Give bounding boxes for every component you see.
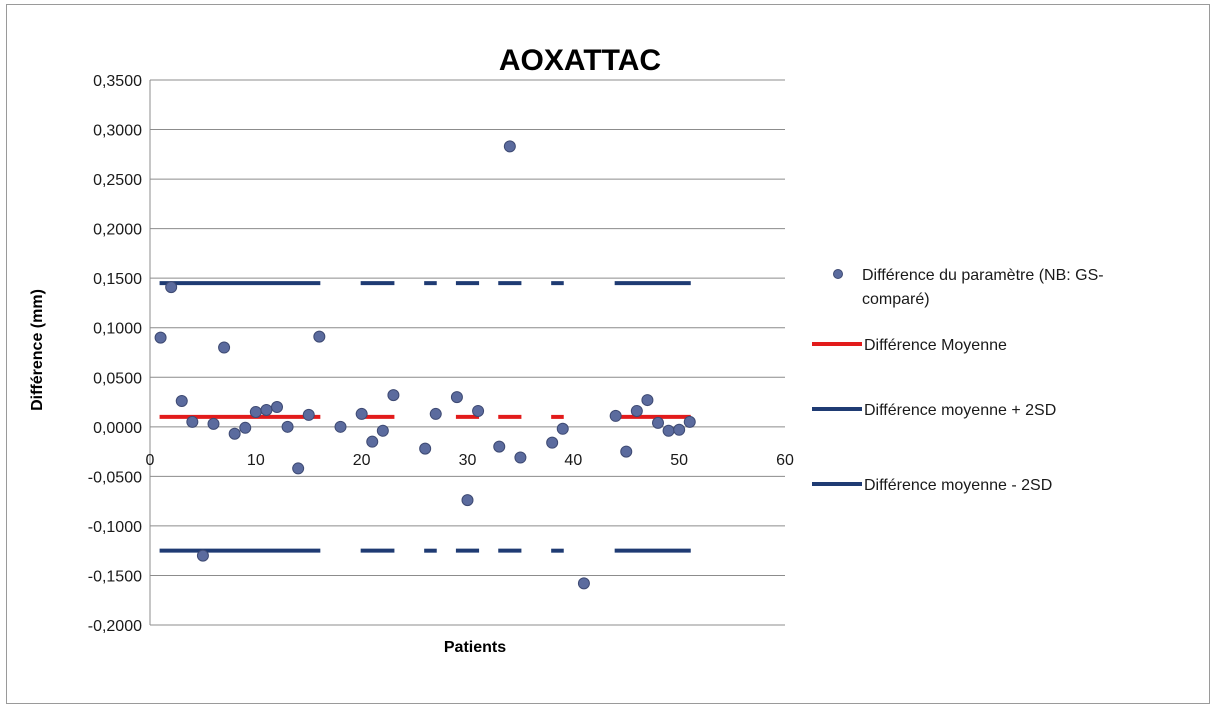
data-point xyxy=(175,395,188,408)
data-point xyxy=(355,407,368,420)
y-tick-label: 0,2500 xyxy=(93,172,142,189)
legend: Différence du paramètre (NB: GS-comparé)… xyxy=(812,267,1104,494)
data-point xyxy=(228,427,241,440)
data-point xyxy=(620,445,633,458)
y-tick-label: 0,0000 xyxy=(93,420,142,437)
data-point xyxy=(281,420,294,433)
data-point xyxy=(334,420,347,433)
data-point xyxy=(514,451,527,464)
data-point xyxy=(239,421,252,434)
data-point xyxy=(577,577,590,590)
data-point xyxy=(249,405,262,418)
data-point xyxy=(546,436,559,449)
y-tick-label: -0,2000 xyxy=(88,618,142,635)
data-point xyxy=(387,389,400,402)
reference-lines xyxy=(159,281,691,553)
data-point xyxy=(641,394,654,407)
x-tick-label: 60 xyxy=(776,452,794,469)
legend-label: Différence moyenne - 2SD xyxy=(864,477,1052,494)
data-point xyxy=(366,435,379,448)
data-points xyxy=(154,140,696,590)
y-tick-label: -0,1500 xyxy=(88,568,142,585)
data-point xyxy=(461,494,474,507)
data-point xyxy=(652,416,664,429)
y-tick-label: 0,3500 xyxy=(93,73,142,90)
legend-label: Différence moyenne + 2SD xyxy=(864,402,1056,419)
data-point xyxy=(165,281,178,294)
data-point xyxy=(683,415,696,428)
x-tick-label: 0 xyxy=(146,452,155,469)
data-point xyxy=(313,330,326,343)
y-tick-label: -0,0500 xyxy=(88,469,142,486)
x-tick-label: 50 xyxy=(670,452,688,469)
legend-label: comparé) xyxy=(862,291,930,308)
data-point xyxy=(450,391,463,404)
x-tick-label: 30 xyxy=(459,452,477,469)
data-point xyxy=(429,407,442,420)
data-point xyxy=(472,404,485,417)
legend-label: Différence du paramètre (NB: GS- xyxy=(862,267,1104,284)
data-point xyxy=(662,424,675,437)
legend-label: Différence Moyenne xyxy=(864,337,1007,354)
x-tick-label: 40 xyxy=(564,452,582,469)
data-point xyxy=(154,331,167,344)
data-point xyxy=(196,549,209,562)
data-point xyxy=(260,403,273,416)
chart-frame xyxy=(6,4,1210,704)
data-point xyxy=(271,401,283,413)
y-tick-label: -0,1000 xyxy=(88,519,142,536)
data-point xyxy=(503,140,516,153)
x-tick-label: 10 xyxy=(247,452,265,469)
y-axis-title: Différence (mm) xyxy=(29,289,46,411)
x-tick-label: 20 xyxy=(353,452,371,469)
data-point xyxy=(556,422,569,435)
data-point xyxy=(218,341,231,354)
data-point xyxy=(630,404,643,417)
data-point xyxy=(493,440,506,453)
data-point xyxy=(186,415,199,428)
data-point xyxy=(673,423,686,436)
data-point xyxy=(376,424,389,437)
x-axis-title: Patients xyxy=(444,639,506,656)
y-tick-label: 0,3000 xyxy=(93,123,142,140)
data-point xyxy=(292,462,305,475)
tick-labels: 0,3500 0,3000 0,2500 0,2000 0,1500 0,1000 0,05… xyxy=(88,73,794,635)
y-tick-label: 0,1000 xyxy=(93,321,142,338)
legend-marker xyxy=(833,269,843,279)
data-point xyxy=(419,442,432,455)
y-tick-label: 0,1500 xyxy=(93,271,142,288)
data-point xyxy=(302,408,315,421)
chart-title: AOXATTAC xyxy=(499,44,661,77)
y-tick-label: 0,0500 xyxy=(93,370,142,387)
y-tick-label: 0,2000 xyxy=(93,222,142,239)
gridlines xyxy=(149,79,785,626)
data-point xyxy=(609,409,622,422)
data-point xyxy=(207,417,220,430)
